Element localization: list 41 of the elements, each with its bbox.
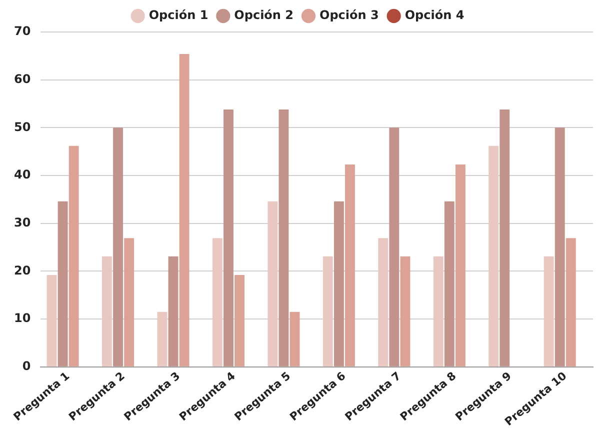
bar [544, 256, 554, 366]
legend-label: Opción 4 [404, 8, 464, 22]
legend-label: Opción 2 [234, 8, 294, 22]
bar [322, 256, 333, 366]
y-tick-label: 10 [14, 311, 31, 326]
y-tick-label: 0 [22, 358, 31, 373]
y-tick-label: 30 [14, 215, 31, 230]
y-tick-label: 60 [14, 72, 31, 86]
bar [212, 238, 222, 366]
bar [500, 109, 510, 366]
legend-label: Opción 1 [148, 8, 208, 22]
bar [224, 109, 234, 366]
legend-label: Opción 3 [320, 8, 379, 22]
bar [124, 238, 134, 366]
bar [102, 256, 112, 366]
y-tick-label: 70 [14, 24, 31, 38]
y-tick-label: 40 [14, 168, 31, 182]
bar [268, 201, 278, 366]
bar [157, 312, 168, 366]
y-tick-label: 20 [14, 263, 31, 278]
bar [234, 275, 244, 366]
bar [345, 164, 355, 366]
bar [168, 256, 178, 366]
bar [455, 164, 466, 366]
bar [113, 128, 123, 366]
bar [488, 146, 499, 366]
bar [389, 128, 400, 366]
bar [290, 312, 300, 366]
bar [566, 238, 576, 366]
bar [68, 146, 79, 366]
bar [278, 109, 289, 366]
bar [554, 128, 565, 366]
bar [444, 201, 454, 366]
bar [433, 256, 444, 366]
bar [334, 201, 344, 366]
bar [46, 275, 57, 366]
bar [378, 238, 388, 366]
bar [400, 256, 410, 366]
y-tick-label: 50 [14, 120, 31, 134]
bar [58, 201, 68, 366]
bar [179, 54, 190, 366]
